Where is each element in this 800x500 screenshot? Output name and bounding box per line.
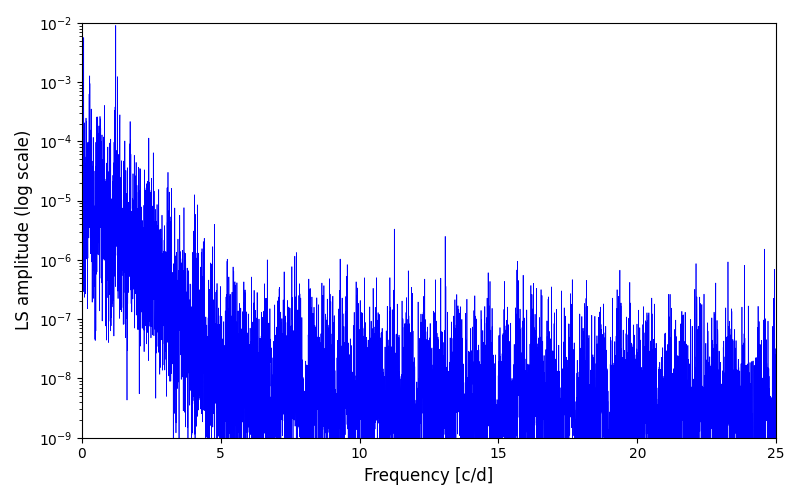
X-axis label: Frequency [c/d]: Frequency [c/d] bbox=[364, 467, 494, 485]
Y-axis label: LS amplitude (log scale): LS amplitude (log scale) bbox=[15, 130, 33, 330]
